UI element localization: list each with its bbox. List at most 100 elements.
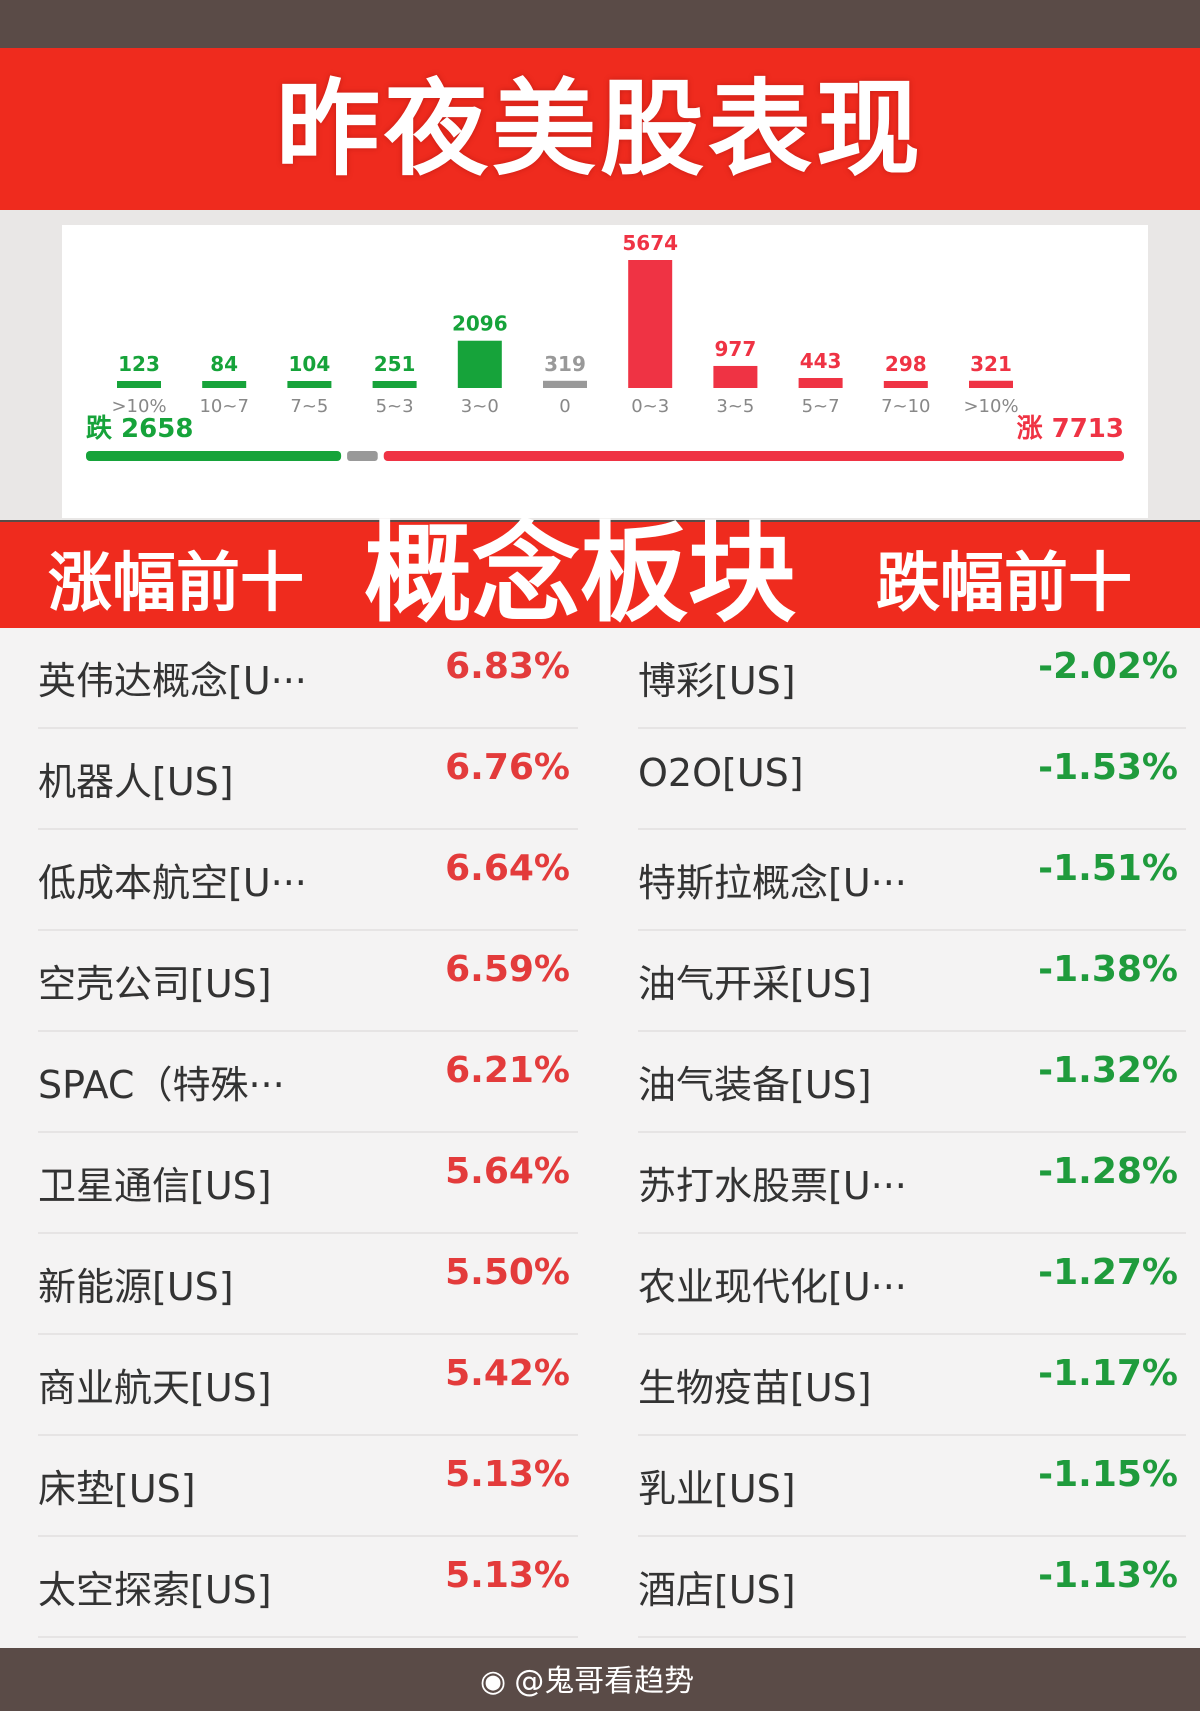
category-label: 3~0 [461, 396, 499, 417]
concept-change: -1.53% [1038, 747, 1178, 788]
list-item[interactable]: 卫星通信[US] 5.64% [38, 1133, 578, 1234]
concept-name: 商业航天[US] [38, 1366, 272, 1410]
page-title: 昨夜美股表现 [275, 68, 924, 190]
category-label: 0~3 [631, 396, 669, 417]
list-item[interactable]: 商业航天[US] 5.42% [38, 1335, 578, 1436]
losers-list: 博彩[US] -2.02% O2O[US] -1.53% 特斯拉概念[U··· -1.… [638, 628, 1186, 1638]
category-label: 7~10 [881, 396, 930, 417]
title-banner [0, 48, 1200, 210]
bar-0 [117, 381, 161, 388]
bar-value-label: 298 [885, 352, 927, 376]
concept-name: 机器人[US] [38, 760, 234, 804]
list-item[interactable]: 机器人[US] 6.76% [38, 729, 578, 830]
list-item[interactable]: 空壳公司[US] 6.59% [38, 931, 578, 1032]
bar-5 [543, 380, 587, 388]
concept-change: -1.28% [1038, 1151, 1178, 1192]
bar-value-label: 84 [210, 352, 238, 376]
list-item[interactable]: 博彩[US] -2.02% [638, 628, 1186, 729]
concept-name: O2O[US] [638, 751, 804, 795]
bar-1 [202, 381, 247, 388]
concept-change: 5.13% [445, 1454, 570, 1495]
concept-change: 6.76% [445, 747, 570, 788]
list-item[interactable]: 油气开采[US] -1.38% [638, 931, 1186, 1032]
list-item[interactable]: 苏打水股票[U··· -1.28% [638, 1133, 1186, 1234]
concept-name: 油气开采[US] [638, 962, 872, 1006]
list-item[interactable]: 生物疫苗[US] -1.17% [638, 1335, 1186, 1436]
concept-name: 床垫[US] [38, 1467, 196, 1511]
category-label: 5~7 [802, 396, 840, 417]
category-label: >10% [111, 396, 166, 417]
list-item[interactable]: SPAC（特殊··· 6.21% [38, 1032, 578, 1133]
concept-change: 5.13% [445, 1555, 570, 1596]
category-label: 10~7 [199, 396, 248, 417]
up-proportion-bar [383, 451, 1124, 461]
concept-change: 6.83% [445, 646, 570, 687]
bar-value-label: 319 [544, 352, 586, 376]
weibo-logo-icon: ◉ [480, 1664, 507, 1699]
bar-value-label: 5674 [622, 231, 678, 255]
bar-7 [713, 365, 758, 388]
concept-change: -1.51% [1038, 848, 1178, 889]
gainers-header: 涨幅前十 [48, 547, 304, 621]
list-item[interactable]: 油气装备[US] -1.32% [638, 1032, 1186, 1133]
bar-9 [883, 381, 928, 388]
bar-value-label: 443 [800, 349, 842, 373]
category-label: 0 [559, 396, 570, 417]
down-total-label: 跌 2658 [86, 414, 193, 444]
list-item[interactable]: 农业现代化[U··· -1.27% [638, 1234, 1186, 1335]
bar-4 [457, 340, 502, 388]
list-item[interactable]: 酒店[US] -1.13% [638, 1537, 1186, 1638]
bottom-bar [0, 1648, 1200, 1711]
concept-change: -2.02% [1038, 646, 1178, 687]
concept-name: 苏打水股票[U··· [638, 1164, 907, 1208]
concept-change: 5.64% [445, 1151, 570, 1192]
concept-name: 卫星通信[US] [38, 1164, 272, 1208]
bar-8 [798, 378, 843, 388]
list-item[interactable]: 特斯拉概念[U··· -1.51% [638, 830, 1186, 931]
concept-name: 农业现代化[U··· [638, 1265, 907, 1309]
concept-name: 生物疫苗[US] [638, 1366, 872, 1410]
top-bar [0, 0, 1200, 48]
bar-10 [969, 380, 1013, 388]
concept-change: -1.27% [1038, 1252, 1178, 1293]
concept-change: -1.32% [1038, 1050, 1178, 1091]
gainers-list: 英伟达概念[U··· 6.83% 机器人[US] 6.76% 低成本航空[U··· 6… [38, 628, 578, 1638]
bar-3 [372, 381, 417, 388]
list-item[interactable]: 低成本航空[U··· 6.64% [38, 830, 578, 931]
losers-header: 跌幅前十 [876, 547, 1132, 621]
bar-value-label: 2096 [452, 312, 508, 336]
concept-change: -1.17% [1038, 1353, 1178, 1394]
concept-change: 5.50% [445, 1252, 570, 1293]
down-proportion-bar [86, 451, 342, 461]
concept-name: 低成本航空[U··· [38, 861, 307, 905]
category-label: 7~5 [290, 396, 328, 417]
list-item[interactable]: O2O[US] -1.53% [638, 729, 1186, 830]
concept-banner: 涨幅前十 概念板块 跌幅前十 [0, 512, 1200, 637]
flat-proportion-bar [347, 451, 378, 461]
list-item[interactable]: 乳业[US] -1.15% [638, 1436, 1186, 1537]
concept-title: 概念板块 [363, 512, 796, 637]
list-item[interactable]: 新能源[US] 5.50% [38, 1234, 578, 1335]
chart-card [62, 225, 1148, 518]
concept-change: -1.38% [1038, 949, 1178, 990]
category-label: >10% [963, 396, 1018, 417]
concept-change: 6.64% [445, 848, 570, 889]
bar-value-label: 321 [970, 352, 1012, 376]
concept-change: -1.15% [1038, 1454, 1178, 1495]
list-item[interactable]: 床垫[US] 5.13% [38, 1436, 578, 1537]
concept-name: 博彩[US] [638, 659, 796, 703]
concept-change: 5.42% [445, 1353, 570, 1394]
bar-value-label: 251 [374, 352, 416, 376]
concept-name: 英伟达概念[U··· [38, 659, 307, 703]
concept-name: 特斯拉概念[U··· [638, 861, 907, 905]
distribution-chart: 123 >10% 84 10~7 104 7~5 251 5~3 2096 3~0 319 0 5674… [86, 231, 1124, 461]
bar-2 [287, 381, 332, 388]
concept-name: SPAC（特殊··· [38, 1063, 285, 1107]
list-item[interactable]: 英伟达概念[U··· 6.83% [38, 628, 578, 729]
list-item[interactable]: 太空探索[US] 5.13% [38, 1537, 578, 1638]
concept-name: 空壳公司[US] [38, 962, 272, 1006]
category-label: 5~3 [376, 396, 414, 417]
concept-change: 6.21% [445, 1050, 570, 1091]
concept-change: -1.13% [1038, 1555, 1178, 1596]
category-label: 3~5 [716, 396, 754, 417]
